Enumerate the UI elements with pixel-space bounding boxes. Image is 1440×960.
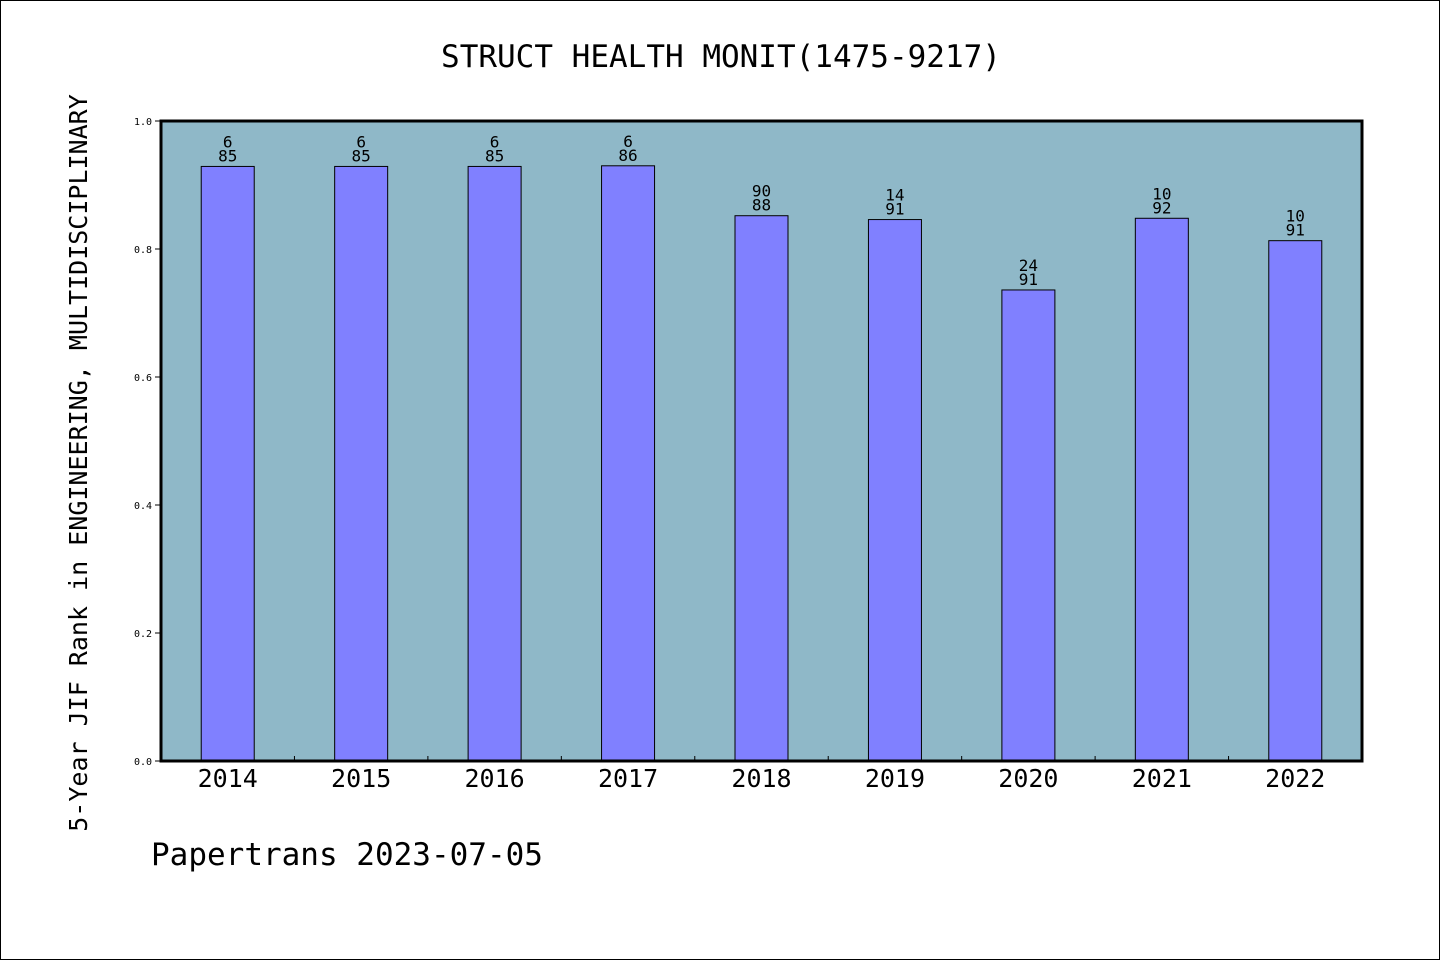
y-tick-label-0.6: 0.6 — [134, 373, 152, 384]
data-label-2015-line2: 85 — [352, 146, 371, 165]
data-label-2017-line2: 86 — [618, 146, 637, 165]
data-label-2017-line1: 6 — [623, 132, 633, 151]
data-label-2018-line1: 90 — [752, 182, 771, 201]
bar-2018 — [734, 215, 789, 762]
bar-2015 — [334, 165, 389, 762]
x-tick-label-2014: 2014 — [198, 764, 258, 793]
y-tick-label-0.8: 0.8 — [134, 245, 152, 256]
x-tick-label-2021: 2021 — [1132, 764, 1192, 793]
data-label-2021-line2: 92 — [1152, 198, 1171, 217]
data-label-2015-line1: 6 — [356, 132, 366, 151]
bar-2022 — [1268, 240, 1323, 762]
y-tick-label-1.0: 1.0 — [134, 117, 152, 128]
x-tick-label-2019: 2019 — [865, 764, 925, 793]
x-tick-label-2020: 2020 — [998, 764, 1058, 793]
data-label-2022-line1: 10 — [1286, 207, 1305, 226]
data-label-2021-line1: 10 — [1152, 184, 1171, 203]
x-tick-label-2015: 2015 — [331, 764, 391, 793]
x-tick-label-2018: 2018 — [731, 764, 791, 793]
x-tick-label-2017: 2017 — [598, 764, 658, 793]
data-label-2014-line2: 85 — [218, 146, 237, 165]
y-axis: 0.0 0.2 0.4 0.6 0.8 1.0 — [134, 117, 161, 768]
bar-2020 — [1001, 289, 1056, 762]
data-label-2020-line1: 24 — [1019, 256, 1038, 275]
bar-2016 — [467, 165, 522, 762]
y-axis-label: 5-Year JIF Rank in ENGINEERING, MULTIDIS… — [64, 94, 93, 832]
data-label-2016-line2: 85 — [485, 146, 504, 165]
bars-group — [200, 165, 1323, 762]
data-label-2018-line2: 88 — [752, 196, 771, 215]
bar-2019 — [867, 219, 922, 762]
data-label-2019-line2: 91 — [885, 200, 904, 219]
y-tick-label-0.2: 0.2 — [134, 629, 152, 640]
bar-2021 — [1134, 217, 1189, 762]
y-tick-label-0.0: 0.0 — [134, 757, 152, 768]
data-label-2020-line2: 91 — [1019, 270, 1038, 289]
y-tick-label-0.4: 0.4 — [134, 501, 152, 512]
plot-border — [159, 119, 1364, 763]
x-tick-label-2016: 2016 — [465, 764, 525, 793]
chart-title: STRUCT HEALTH MONIT(1475-9217) — [441, 39, 1001, 75]
data-label-2014-line1: 6 — [223, 132, 233, 151]
data-label-2016-line1: 6 — [490, 132, 500, 151]
x-axis: 2014 2015 2016 2017 2018 2019 2020 2021 2022 — [198, 756, 1325, 793]
data-label-2019-line1: 14 — [885, 186, 904, 205]
bar-2017 — [601, 165, 656, 762]
bar-2014 — [200, 165, 255, 762]
data-label-2022-line2: 91 — [1286, 221, 1305, 240]
x-tick-label-2022: 2022 — [1265, 764, 1325, 793]
footer-credit: Papertrans 2023-07-05 — [151, 837, 543, 873]
